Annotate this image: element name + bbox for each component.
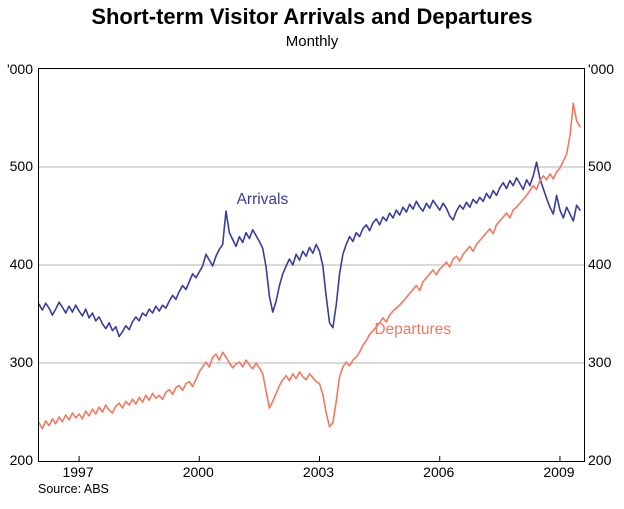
chart-subtitle: Monthly: [285, 33, 339, 50]
x-tick-label: 1997: [62, 464, 94, 480]
y-tick-label-left: 400: [9, 256, 33, 272]
x-tick-label: 2003: [302, 464, 335, 480]
series-line-departures: [39, 102, 581, 430]
x-tick-label: 2006: [423, 464, 455, 480]
x-tick-label: 2000: [182, 464, 214, 480]
y-tick-label-left: 200: [9, 452, 33, 468]
y-tick-label-right: 200: [588, 452, 612, 468]
y-axis-unit-right: '000: [588, 61, 615, 77]
y-axis-unit-left: '000: [6, 61, 33, 77]
x-tick-label: 2009: [543, 464, 575, 480]
y-tick-label-right: 400: [588, 256, 612, 272]
chart-canvas: [39, 102, 584, 461]
departures-series-label: Departures: [374, 320, 452, 338]
y-tick-label-left: 300: [9, 354, 33, 370]
y-tick-label-left: 500: [9, 158, 33, 174]
y-tick-label-right: 300: [588, 354, 612, 370]
y-tick-label-right: 500: [588, 158, 612, 174]
series-line-arrivals: [39, 161, 581, 338]
chart-title: Short-term Visitor Arrivals and Departur…: [91, 4, 533, 29]
arrivals-series-label: Arrivals: [236, 191, 289, 209]
source-note: Source: ABS: [38, 482, 109, 496]
plot-area: [38, 68, 585, 462]
